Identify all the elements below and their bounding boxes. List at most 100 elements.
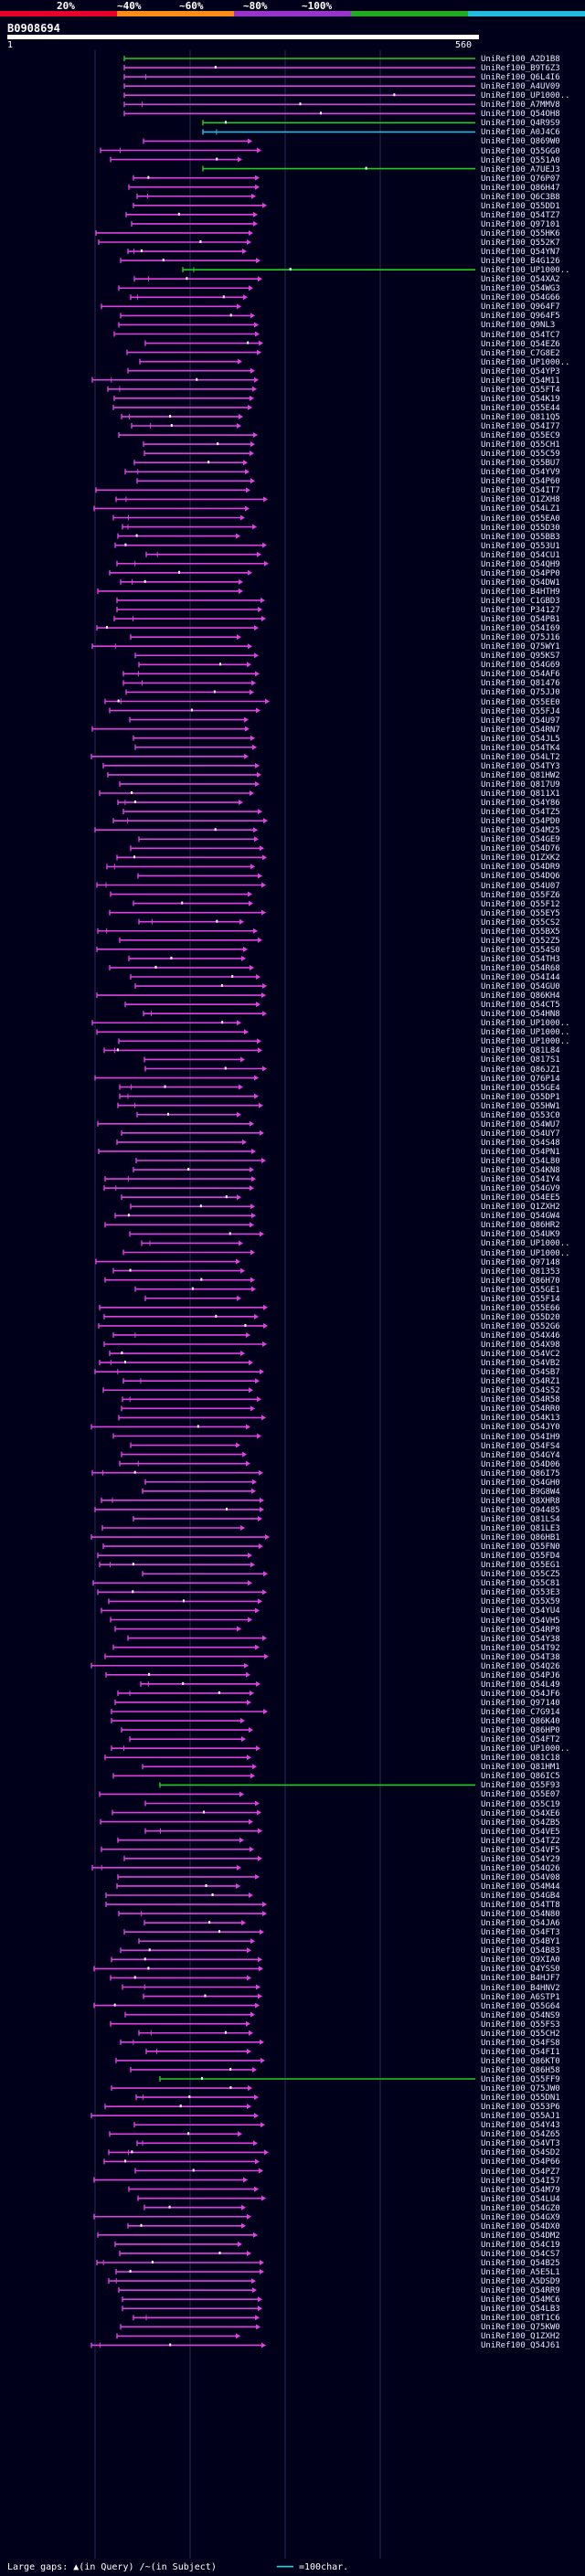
hit-label[interactable]: UniRef100_Q54UK9	[481, 1230, 560, 1240]
hit-label[interactable]: UniRef100_Q54T38	[481, 1652, 560, 1662]
hit-label[interactable]: UniRef100_Q55DN1	[481, 2094, 560, 2104]
hit-label[interactable]: UniRef100_Q54B83	[481, 1946, 560, 1956]
hit-label[interactable]: UniRef100_Q54G66	[481, 293, 560, 303]
hit-label[interactable]: UniRef100_Q54V08	[481, 1872, 560, 1882]
hit-label[interactable]: UniRef100_UP1000..	[481, 266, 570, 276]
hit-label[interactable]: UniRef100_Q54WG3	[481, 284, 560, 294]
hit-label[interactable]: UniRef100_Q54DX0	[481, 2221, 560, 2231]
hit-label[interactable]: UniRef100_Q6C3B8	[481, 192, 560, 202]
hit-label[interactable]: UniRef100_Q54T92	[481, 1643, 560, 1653]
hit-label[interactable]: UniRef100_UP1000..	[481, 1019, 570, 1029]
hit-label[interactable]: UniRef100_Q75JJ0	[481, 688, 560, 698]
hit-label[interactable]: UniRef100_Q54R68	[481, 963, 560, 973]
hit-label[interactable]: UniRef100_Q54CT5	[481, 1001, 560, 1011]
hit-label[interactable]: UniRef100_Q55GG0	[481, 146, 560, 156]
hit-label[interactable]: UniRef100_Q81HW2	[481, 770, 560, 780]
hit-label[interactable]: UniRef100_Q54YU4	[481, 1606, 560, 1617]
hit-label[interactable]: UniRef100_Q553E3	[481, 1588, 560, 1598]
hit-label[interactable]: UniRef100_Q54PJ6	[481, 1670, 560, 1680]
hit-label[interactable]: UniRef100_Q54GE9	[481, 835, 560, 845]
hit-label[interactable]: UniRef100_Q55FT4	[481, 385, 560, 395]
hit-label[interactable]: UniRef100_Q55DP1	[481, 1092, 560, 1102]
hit-label[interactable]: UniRef100_Q554S0	[481, 945, 560, 955]
hit-label[interactable]: UniRef100_Q1ZXH2	[481, 1203, 560, 1213]
hit-label[interactable]: UniRef100_Q1ZXK2	[481, 853, 560, 864]
hit-label[interactable]: UniRef100_Q811X1	[481, 790, 560, 799]
hit-label[interactable]: UniRef100_Q54GX9	[481, 2212, 560, 2222]
hit-label[interactable]: UniRef100_UP1000..	[481, 1248, 570, 1258]
hit-label[interactable]: UniRef100_Q86HR2	[481, 1221, 560, 1231]
hit-label[interactable]: UniRef100_Q81353	[481, 1267, 560, 1277]
hit-label[interactable]: UniRef100_Q55FN0	[481, 1542, 560, 1553]
hit-label[interactable]: UniRef100_Q54SB7	[481, 1368, 560, 1378]
hit-label[interactable]: UniRef100_Q54P66	[481, 2157, 560, 2168]
hit-label[interactable]: UniRef100_Q54YN7	[481, 248, 560, 258]
hit-label[interactable]: UniRef100_Q55BU7	[481, 459, 560, 469]
hit-label[interactable]: UniRef100_Q54GH0	[481, 1478, 560, 1488]
hit-label[interactable]: UniRef100_Q54I44	[481, 973, 560, 982]
hit-label[interactable]: UniRef100_Q86H58	[481, 2065, 560, 2075]
hit-label[interactable]: UniRef100_Q54PB1	[481, 615, 560, 625]
hit-label[interactable]: UniRef100_Q55CZ5	[481, 1570, 560, 1580]
hit-label[interactable]: UniRef100_Q54EZ6	[481, 339, 560, 349]
hit-label[interactable]: UniRef100_Q54U97	[481, 716, 560, 726]
hit-label[interactable]: UniRef100_Q54FS8	[481, 2038, 560, 2048]
hit-label[interactable]: UniRef100_Q54QH9	[481, 559, 560, 569]
hit-label[interactable]: UniRef100_Q54C19	[481, 2240, 560, 2250]
hit-label[interactable]: UniRef100_Q54FS4	[481, 1441, 560, 1451]
hit-label[interactable]: UniRef100_Q54RR9	[481, 2286, 560, 2296]
hit-label[interactable]: UniRef100_Q55BB3	[481, 532, 560, 542]
hit-label[interactable]: UniRef100_Q54TY3	[481, 761, 560, 771]
hit-label[interactable]: UniRef100_Q86KT0	[481, 2056, 560, 2066]
hit-label[interactable]: UniRef100_Q54LT2	[481, 752, 560, 762]
hit-label[interactable]: UniRef100_Q97101	[481, 219, 560, 229]
hit-label[interactable]: UniRef100_Q97140	[481, 1698, 560, 1708]
hit-label[interactable]: UniRef100_Q54I69	[481, 624, 560, 634]
hit-label[interactable]: UniRef100_Q55CH1	[481, 440, 560, 451]
hit-label[interactable]: UniRef100_Q55EY5	[481, 908, 560, 918]
hit-label[interactable]: UniRef100_Q54IH9	[481, 1432, 560, 1442]
hit-label[interactable]: UniRef100_Q81476	[481, 679, 560, 689]
hit-label[interactable]: UniRef100_Q55BX5	[481, 927, 560, 937]
hit-label[interactable]: UniRef100_Q86H70	[481, 1276, 560, 1286]
hit-label[interactable]: UniRef100_Q86HP0	[481, 1726, 560, 1736]
hit-label[interactable]: UniRef100_Q54CS7	[481, 2249, 560, 2259]
hit-label[interactable]: UniRef100_Q76P14	[481, 1074, 560, 1084]
hit-label[interactable]: UniRef100_Q54Y86	[481, 799, 560, 809]
hit-label[interactable]: UniRef100_Q55FS3	[481, 2019, 560, 2030]
hit-label[interactable]: UniRef100_Q54KN8	[481, 1166, 560, 1176]
hit-label[interactable]: UniRef100_Q552K7	[481, 239, 560, 248]
hit-label[interactable]: UniRef100_Q54DQ6	[481, 872, 560, 882]
hit-label[interactable]: UniRef100_Q552G6	[481, 1321, 560, 1331]
hit-label[interactable]: UniRef100_Q54Q26	[481, 1661, 560, 1671]
hit-label[interactable]: UniRef100_Q55EG1	[481, 1561, 560, 1571]
hit-label[interactable]: UniRef100_Q54AF6	[481, 670, 560, 680]
hit-label[interactable]: UniRef100_Q54Z65	[481, 2130, 560, 2140]
hit-label[interactable]: UniRef100_Q54IY4	[481, 1175, 560, 1185]
hit-label[interactable]: UniRef100_Q55FZ6	[481, 890, 560, 900]
hit-label[interactable]: UniRef100_Q54L49	[481, 1680, 560, 1690]
hit-label[interactable]: UniRef100_Q9NL3	[481, 321, 556, 331]
hit-label[interactable]: UniRef100_A0J4C6	[481, 128, 560, 138]
hit-label[interactable]: UniRef100_Q54LZ1	[481, 504, 560, 514]
hit-label[interactable]: UniRef100_Q55C59	[481, 450, 560, 460]
hit-label[interactable]: UniRef100_Q553U1	[481, 541, 560, 551]
hit-label[interactable]: UniRef100_Q54MC6	[481, 2295, 560, 2306]
hit-label[interactable]: UniRef100_Q81HM1	[481, 1763, 560, 1773]
hit-label[interactable]: UniRef100_Q54BY1	[481, 1937, 560, 1947]
hit-label[interactable]: UniRef100_Q8T1C6	[481, 2314, 560, 2324]
hit-label[interactable]: UniRef100_B9G8W4	[481, 1487, 560, 1497]
hit-label[interactable]: UniRef100_Q54DR9	[481, 863, 560, 873]
hit-label[interactable]: UniRef100_Q86H47	[481, 183, 560, 193]
hit-label[interactable]: UniRef100_Q54PP0	[481, 568, 560, 578]
hit-label[interactable]: UniRef100_Q54GV9	[481, 1184, 560, 1194]
hit-label[interactable]: UniRef100_Q54GY4	[481, 1450, 560, 1460]
hit-label[interactable]: UniRef100_Q8XHR8	[481, 1496, 560, 1506]
hit-label[interactable]: UniRef100_Q54GU0	[481, 982, 560, 992]
hit-label[interactable]: UniRef100_A5E5L1	[481, 2268, 560, 2278]
hit-label[interactable]: UniRef100_Q54X46	[481, 1330, 560, 1341]
hit-label[interactable]: UniRef100_Q81LS4	[481, 1514, 560, 1524]
hit-label[interactable]: UniRef100_Q54JY0	[481, 1423, 560, 1433]
hit-label[interactable]: UniRef100_Q1ZXH2	[481, 2332, 560, 2342]
hit-label[interactable]: UniRef100_B4HTH9	[481, 587, 560, 597]
